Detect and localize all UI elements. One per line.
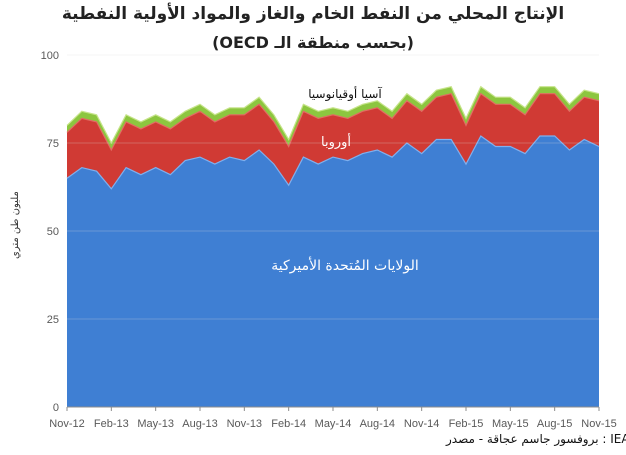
area-series-1 [67, 136, 599, 407]
x-tick-label: May-13 [137, 418, 174, 430]
x-tick-label: Nov-13 [227, 418, 262, 430]
x-tick-label: May-14 [315, 418, 352, 430]
area-series-2 [67, 93, 599, 189]
x-tick-label: Nov-12 [49, 418, 84, 430]
x-tick-label: Aug-15 [537, 418, 572, 430]
x-tick-label: Aug-14 [360, 418, 395, 430]
area-edge-2 [66, 92, 600, 152]
x-tick-label: Feb-14 [271, 418, 306, 430]
x-tick-label: May-15 [492, 418, 529, 430]
x-tick-label: Feb-15 [449, 418, 484, 430]
label-europe: أوروبا [321, 133, 351, 150]
area-edge-3 [66, 85, 600, 145]
x-tick-label: Feb-13 [94, 418, 129, 430]
y-tick-label: 0 [53, 402, 59, 414]
source-note: IEA.org : بروفسور جاسم عجاقة - مصدر [446, 432, 626, 446]
y-tick-label: 50 [47, 226, 59, 238]
area-edge-1 [66, 135, 600, 190]
chart-subtitle: (بحسب منطقة الـ OECD) [212, 33, 414, 52]
chart-title: الإنتاج المحلي من النفط الخام والغاز وال… [61, 4, 565, 24]
area-series-3 [67, 86, 599, 150]
label-asia-oceania: آسيا أوقيانوسيا [308, 86, 382, 102]
x-tick-label: Nov-15 [581, 418, 616, 430]
x-tick-label: Aug-13 [182, 418, 217, 430]
y-tick-label: 100 [41, 50, 59, 62]
y-tick-label: 75 [47, 138, 59, 150]
x-tick-label: Nov-14 [404, 418, 439, 430]
y-tick-label: 25 [47, 314, 59, 326]
label-usa: الولايات المُتحدة الأميركية [271, 256, 419, 274]
